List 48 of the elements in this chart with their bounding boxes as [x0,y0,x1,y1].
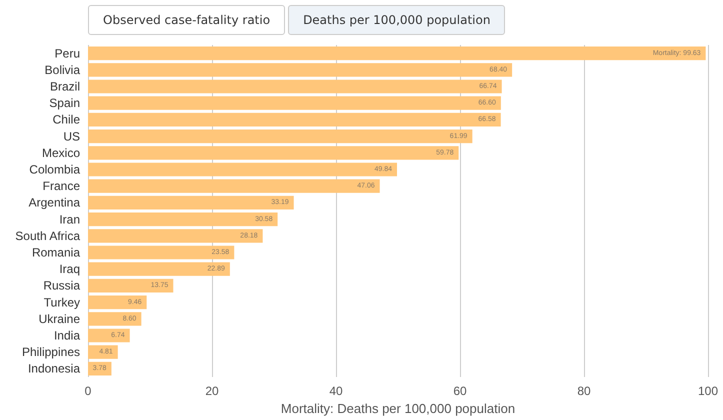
y-tick-label: Argentina [28,196,80,210]
y-tick-label: US [63,129,80,144]
text: Deaths per 100,000 population [288,5,506,35]
bar [88,212,278,226]
text: Observed case-fatality ratio [88,5,286,35]
bar [88,162,398,176]
bar [88,262,230,276]
y-tick-label: Bolivia [44,62,80,77]
y-tick-label: Spain [49,96,80,110]
bar [88,278,174,293]
x-tick-label: 20 [205,384,219,398]
x-tick-label: 40 [329,384,343,398]
y-tick-label: Mexico [42,146,80,160]
y-tick-label: South Africa [15,228,80,243]
bar [88,196,294,210]
y-tick-label: Russia [43,278,80,293]
y-tick-label: Brazil [50,80,80,94]
bar [88,96,501,110]
x-tick-label: 60 [453,384,467,398]
y-tick-label: Iraq [59,262,80,276]
bar [88,295,147,310]
y-tick-label: France [42,179,80,194]
x-tick-label: 80 [577,384,591,398]
bar [88,63,512,77]
bar [88,229,263,243]
bar [88,246,234,260]
x-axis-title: Mortality: Deaths per 100,000 population [280,400,516,416]
x-tick-label: 0 [84,384,92,398]
bar [88,46,706,60]
y-tick-label: Indonesia [28,362,80,376]
y-tick-label: Peru [54,46,80,60]
bar [88,80,502,94]
y-tick-label: Colombia [29,162,80,176]
x-tick-label: 100 [698,384,718,398]
y-tick-label: Turkey [44,295,80,310]
bar [88,312,142,326]
y-tick-label: Ukraine [38,312,80,326]
y-tick-label: Chile [52,112,80,127]
bar [88,112,501,127]
bar [88,328,130,342]
bar [88,129,472,144]
y-tick-label: Iran [59,212,80,226]
bar [88,146,459,160]
y-tick-label: India [54,328,80,342]
bar [88,179,380,193]
y-tick-label: Romania [32,246,80,260]
bar [88,345,118,359]
y-tick-label: Philippines [22,345,80,360]
